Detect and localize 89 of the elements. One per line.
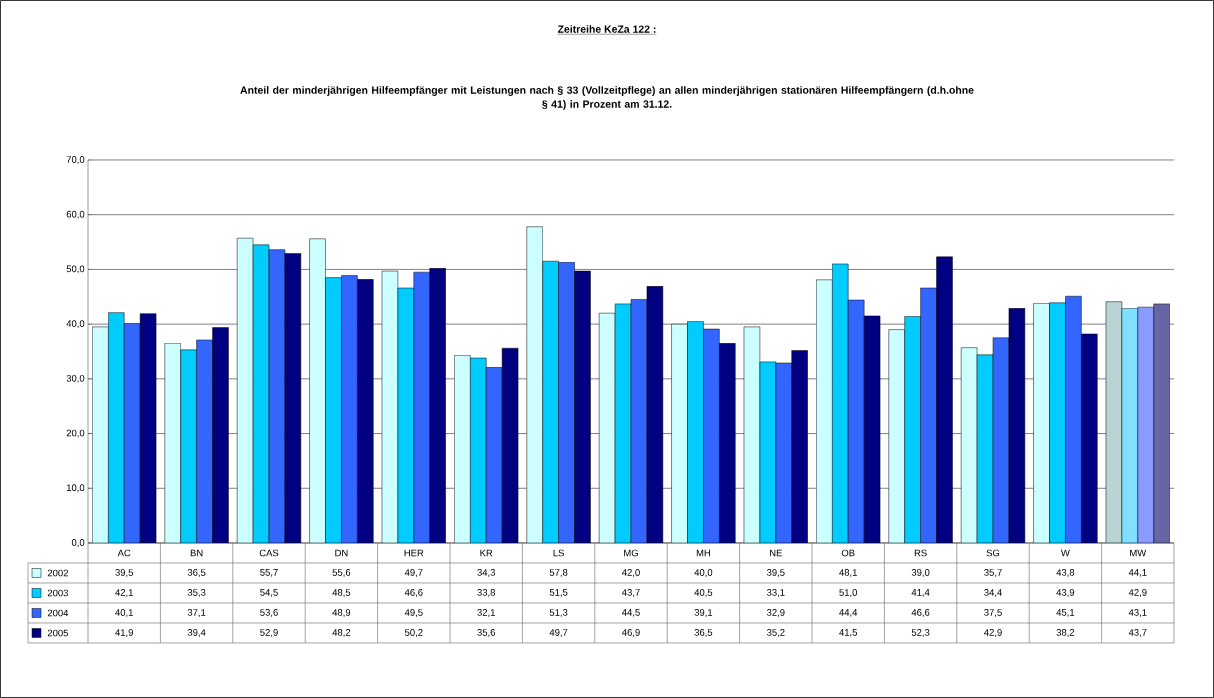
data-label: 35,6	[477, 629, 495, 637]
data-label: 43,9	[1056, 589, 1075, 597]
y-tick-label: 0,0	[71, 539, 85, 547]
data-label: 35,2	[766, 629, 785, 637]
y-tick-label: 70,0	[66, 156, 85, 164]
data-label: 41,9	[115, 629, 133, 637]
x-tick-label: KR	[480, 549, 493, 557]
data-label: 48,2	[332, 629, 351, 637]
data-label: 55,7	[260, 569, 278, 577]
chart-title: Zeitreihe KeZa 122 :	[557, 25, 656, 33]
legend-label: 2004	[47, 609, 69, 617]
data-label: 40,1	[115, 609, 133, 617]
data-label: 33,1	[766, 589, 785, 597]
data-label: 39,0	[911, 569, 930, 577]
data-label: 55,6	[332, 569, 351, 577]
data-label: 49,5	[404, 609, 423, 617]
data-label: 34,4	[984, 589, 1002, 597]
data-label: 46,6	[911, 609, 930, 617]
data-label: 48,5	[332, 589, 351, 597]
legend-label: 2003	[47, 589, 68, 597]
data-label: 41,5	[839, 629, 858, 637]
data-label: 37,1	[187, 609, 206, 617]
y-tick-label: 40,0	[66, 320, 85, 329]
y-tick-label: 10,0	[66, 484, 85, 493]
data-label: 45,1	[1056, 609, 1075, 617]
data-label: 33,8	[477, 589, 496, 597]
x-tick-label: HER	[404, 549, 424, 557]
data-label: 44,4	[839, 609, 858, 617]
data-label: 41,4	[911, 589, 930, 597]
data-label: 39,5	[115, 569, 134, 577]
x-tick-label: MH	[696, 549, 710, 557]
legend-label: 2005	[47, 629, 69, 637]
x-tick-label: W	[1060, 549, 1070, 557]
data-label: 43,8	[1056, 569, 1075, 577]
data-label: 49,7	[549, 629, 568, 637]
data-label: 51,5	[549, 589, 568, 597]
data-label: 42,9	[1128, 589, 1147, 597]
y-tick-label: 60,0	[66, 210, 85, 219]
data-label: 38,2	[1056, 629, 1075, 637]
data-label: 36,5	[694, 629, 713, 637]
data-label: 39,4	[187, 629, 206, 637]
data-label: 37,5	[984, 609, 1002, 617]
data-label: 42,1	[115, 589, 133, 597]
data-label: 32,1	[477, 609, 495, 617]
data-label: 50,2	[404, 629, 423, 637]
legend-label: 2002	[47, 569, 68, 577]
data-label: 53,6	[260, 609, 278, 617]
x-tick-label: AC	[117, 549, 131, 557]
data-label: 48,9	[332, 609, 351, 617]
data-label: 43,7	[1128, 629, 1147, 637]
data-label: 52,9	[260, 629, 278, 637]
data-label: 32,9	[766, 609, 785, 617]
y-tick-label: 30,0	[66, 374, 85, 383]
data-label: 42,9	[984, 629, 1002, 637]
data-label: 36,5	[187, 569, 206, 577]
data-label: 46,6	[404, 589, 423, 597]
chart-subtitle: Anteil der minderjährigen Hilfeempfänger mit Leistungen nach § 33 (Vollzeitpflege) an allen minderjährigen stationären Hilfeempfängern (d.h.ohne § 41) in Prozent am 31.12.	[240, 86, 974, 110]
x-tick-label: SG	[986, 549, 1000, 557]
data-label: 57,8	[549, 569, 568, 577]
data-label: 44,1	[1128, 569, 1147, 577]
data-label: 54,5	[260, 589, 278, 597]
data-label: 49,7	[404, 569, 423, 577]
x-tick-label: RS	[914, 549, 927, 557]
x-tick-label: CAS	[259, 549, 279, 557]
data-label: 35,7	[984, 569, 1002, 577]
y-tick-label: 50,0	[66, 265, 85, 274]
data-label: 43,1	[1128, 609, 1147, 617]
data-label: 35,3	[187, 589, 206, 597]
data-label: 40,5	[694, 589, 713, 597]
data-label: 34,3	[477, 569, 495, 577]
data-label: 51,3	[549, 609, 568, 617]
data-label: 46,9	[622, 629, 640, 637]
x-tick-label: MW	[1130, 549, 1147, 557]
x-tick-label: BN	[190, 549, 203, 557]
data-label: 39,5	[766, 569, 785, 577]
x-tick-label: MG	[624, 549, 638, 557]
y-tick-label: 20,0	[66, 429, 85, 438]
x-tick-label: OB	[841, 549, 855, 557]
data-label: 40,0	[694, 569, 713, 577]
x-tick-label: LS	[553, 549, 564, 557]
data-label: 52,3	[911, 629, 930, 637]
x-tick-label: NE	[770, 549, 782, 557]
data-label: 51,0	[839, 589, 858, 597]
data-label: 39,1	[694, 609, 713, 617]
data-label: 44,5	[622, 609, 640, 617]
data-label: 43,7	[622, 589, 640, 597]
data-label: 48,1	[839, 569, 857, 577]
x-tick-label: DN	[335, 549, 348, 557]
data-label: 42,0	[622, 569, 640, 577]
